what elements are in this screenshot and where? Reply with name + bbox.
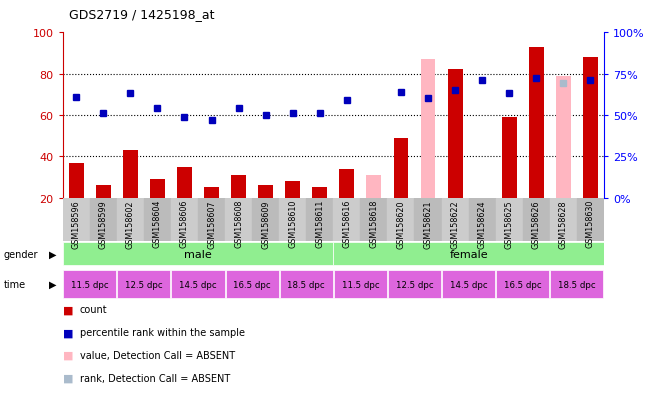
Text: 14.5 dpc: 14.5 dpc — [449, 280, 488, 289]
Text: GSM158611: GSM158611 — [315, 199, 324, 248]
Bar — [583, 58, 598, 198]
Bar — [442, 271, 495, 298]
Bar — [414, 198, 442, 242]
Bar — [366, 176, 381, 198]
Bar — [198, 198, 225, 242]
Text: GSM158609: GSM158609 — [261, 199, 270, 248]
Text: ■: ■ — [63, 350, 73, 360]
Bar — [172, 271, 224, 298]
Bar — [231, 176, 246, 198]
Text: gender: gender — [3, 249, 38, 259]
Text: GSM158599: GSM158599 — [99, 199, 108, 248]
Bar — [204, 188, 219, 198]
Bar — [577, 198, 604, 242]
Text: female: female — [449, 249, 488, 259]
Text: GSM158610: GSM158610 — [288, 199, 297, 248]
Text: 11.5 dpc: 11.5 dpc — [71, 280, 109, 289]
Bar — [550, 271, 603, 298]
Text: GSM158620: GSM158620 — [397, 199, 405, 248]
Text: percentile rank within the sample: percentile rank within the sample — [80, 328, 245, 337]
Text: GSM158618: GSM158618 — [370, 199, 378, 248]
Bar — [117, 271, 170, 298]
Bar — [442, 198, 469, 242]
Bar — [388, 271, 441, 298]
Text: 11.5 dpc: 11.5 dpc — [341, 280, 380, 289]
Bar — [306, 198, 333, 242]
Bar — [420, 60, 436, 198]
Text: ■: ■ — [63, 305, 73, 315]
Bar — [393, 138, 409, 198]
Bar — [63, 198, 90, 242]
Text: ■: ■ — [63, 373, 73, 383]
Bar — [285, 182, 300, 198]
Text: GSM158602: GSM158602 — [126, 199, 135, 248]
Bar — [171, 198, 198, 242]
Text: 16.5 dpc: 16.5 dpc — [233, 280, 271, 289]
Bar — [550, 198, 577, 242]
Bar — [469, 198, 496, 242]
Text: GSM158626: GSM158626 — [532, 199, 541, 248]
Bar — [529, 47, 544, 198]
Text: GSM158625: GSM158625 — [505, 199, 513, 248]
Text: male: male — [184, 249, 212, 259]
Bar — [150, 180, 165, 198]
Text: GSM158628: GSM158628 — [559, 199, 568, 248]
Bar — [279, 198, 306, 242]
Text: 16.5 dpc: 16.5 dpc — [504, 280, 542, 289]
Text: GSM158606: GSM158606 — [180, 199, 189, 248]
Bar — [360, 198, 387, 242]
Text: GSM158621: GSM158621 — [424, 199, 432, 248]
Text: 18.5 dpc: 18.5 dpc — [287, 280, 325, 289]
Bar — [252, 198, 279, 242]
Bar — [339, 169, 354, 198]
Text: time: time — [3, 279, 26, 290]
Bar — [312, 188, 327, 198]
Text: ▶: ▶ — [49, 249, 56, 259]
Bar — [496, 198, 523, 242]
Bar — [225, 198, 252, 242]
Bar — [502, 118, 517, 198]
Bar — [96, 186, 111, 198]
Bar — [69, 163, 84, 198]
Bar — [333, 243, 604, 265]
Bar — [123, 151, 138, 198]
Bar — [117, 198, 144, 242]
Text: GSM158608: GSM158608 — [234, 199, 243, 248]
Text: rank, Detection Call = ABSENT: rank, Detection Call = ABSENT — [80, 373, 230, 383]
Text: 18.5 dpc: 18.5 dpc — [558, 280, 596, 289]
Bar — [556, 76, 571, 198]
Bar — [447, 70, 463, 198]
Text: ▶: ▶ — [49, 279, 56, 290]
Text: GSM158596: GSM158596 — [72, 199, 81, 248]
Text: GSM158622: GSM158622 — [451, 199, 459, 248]
Text: GSM158624: GSM158624 — [478, 199, 486, 248]
Bar — [63, 271, 116, 298]
Bar — [496, 271, 549, 298]
Bar — [333, 198, 360, 242]
Text: value, Detection Call = ABSENT: value, Detection Call = ABSENT — [80, 350, 235, 360]
Text: 14.5 dpc: 14.5 dpc — [179, 280, 217, 289]
Text: 12.5 dpc: 12.5 dpc — [125, 280, 163, 289]
Bar — [258, 186, 273, 198]
Bar — [90, 198, 117, 242]
Text: GDS2719 / 1425198_at: GDS2719 / 1425198_at — [69, 8, 214, 21]
Bar — [63, 243, 333, 265]
Text: ■: ■ — [63, 328, 73, 337]
Bar — [144, 198, 171, 242]
Text: count: count — [80, 305, 108, 315]
Bar — [334, 271, 387, 298]
Text: GSM158616: GSM158616 — [343, 199, 351, 248]
Text: GSM158604: GSM158604 — [153, 199, 162, 248]
Bar — [523, 198, 550, 242]
Text: 12.5 dpc: 12.5 dpc — [395, 280, 434, 289]
Bar — [280, 271, 333, 298]
Bar — [226, 271, 279, 298]
Text: GSM158630: GSM158630 — [586, 199, 595, 248]
Bar — [387, 198, 414, 242]
Bar — [177, 167, 192, 198]
Text: GSM158607: GSM158607 — [207, 199, 216, 248]
